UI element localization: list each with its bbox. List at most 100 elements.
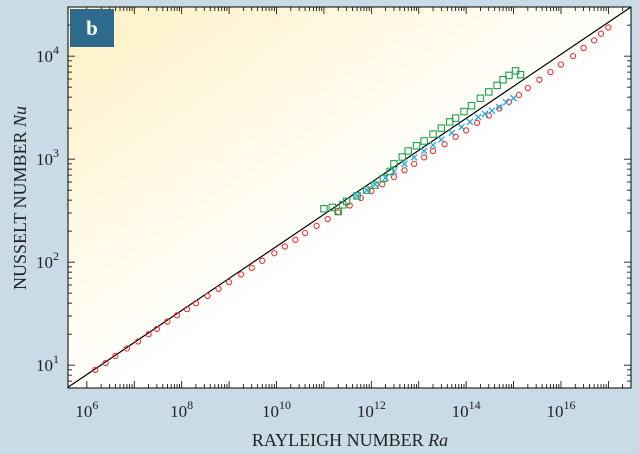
data-point — [192, 299, 200, 307]
data-point — [516, 70, 525, 79]
data-point — [404, 147, 412, 155]
data-point — [353, 192, 361, 200]
data-point — [536, 76, 543, 83]
data-point — [292, 236, 299, 243]
reference-line — [68, 7, 631, 388]
data-point — [342, 197, 351, 206]
x-tick-label: 1010 — [262, 398, 291, 421]
data-point — [510, 94, 518, 102]
data-point — [495, 103, 503, 111]
data-point — [515, 91, 523, 99]
data-point — [398, 153, 407, 161]
x-axis-title: RAYLEIGH NUMBER Ra — [252, 430, 448, 450]
data-point — [410, 153, 418, 161]
data-point — [448, 129, 456, 137]
data-point — [580, 44, 587, 52]
data-point — [145, 330, 152, 338]
data-point — [368, 187, 375, 195]
data-point — [112, 352, 119, 360]
data-point — [524, 84, 531, 92]
data-point — [259, 257, 266, 264]
data-point — [334, 207, 342, 216]
panel-label-box — [70, 9, 114, 47]
data-point — [401, 160, 408, 168]
data-point — [437, 136, 445, 144]
x-tick-label: 1014 — [452, 398, 481, 421]
data-point — [225, 278, 233, 286]
data-point — [412, 141, 421, 150]
data-point — [441, 140, 448, 148]
data-point — [437, 124, 446, 132]
data-point — [410, 160, 418, 168]
data-point — [153, 325, 161, 333]
data-point — [547, 68, 554, 76]
y-axis-title: NUSSELT NUMBER Nu — [10, 106, 30, 290]
y-tick-label: 101 — [36, 352, 59, 375]
y-tick-label: 104 — [36, 43, 59, 66]
data-point — [390, 167, 398, 175]
data-point — [183, 305, 191, 313]
data-point — [502, 99, 510, 106]
data-point — [605, 24, 612, 31]
data-point — [204, 292, 211, 300]
data-point — [164, 318, 171, 325]
data-point — [320, 204, 328, 213]
data-point — [496, 105, 503, 112]
data-point — [466, 118, 474, 126]
panel-label: b — [86, 16, 98, 40]
data-point — [460, 107, 468, 116]
x-tick-label: 1016 — [546, 398, 575, 421]
data-point — [481, 110, 489, 118]
x-tick-label: 106 — [75, 398, 98, 421]
data-point — [476, 94, 485, 103]
data-point — [328, 203, 337, 212]
data-point — [363, 186, 371, 194]
data-point — [301, 229, 309, 237]
y-tick-label: 103 — [36, 146, 59, 169]
data-point — [215, 285, 222, 293]
data-point — [462, 127, 470, 134]
data-point — [493, 81, 501, 90]
x-tick-label: 108 — [170, 398, 193, 421]
data-point — [281, 243, 289, 250]
data-point — [590, 37, 598, 44]
data-point — [569, 52, 577, 60]
data-point — [451, 114, 460, 122]
data-point — [390, 173, 398, 181]
plot-frame — [67, 6, 632, 389]
data-point — [102, 359, 109, 367]
data-point — [420, 147, 428, 155]
data-point — [238, 271, 245, 278]
data-point — [474, 113, 482, 121]
data-point — [511, 67, 520, 75]
data-point — [505, 71, 513, 80]
data-point — [357, 194, 364, 202]
data-point — [173, 312, 181, 319]
data-point — [362, 186, 371, 194]
series-circle — [92, 24, 612, 374]
data-point — [452, 133, 459, 140]
y-tick-label: 102 — [36, 249, 59, 272]
data-point — [467, 101, 476, 110]
data-point — [429, 141, 437, 149]
data-point — [134, 338, 142, 345]
data-point — [271, 250, 278, 257]
data-point — [371, 180, 379, 188]
data-point — [248, 264, 255, 272]
series-square — [320, 67, 525, 216]
data-point — [420, 154, 428, 161]
data-point — [324, 215, 331, 223]
data-point — [371, 181, 379, 189]
data-point — [123, 345, 131, 352]
data-point — [353, 192, 361, 200]
data-point — [313, 222, 320, 230]
data-point — [597, 30, 605, 37]
data-point — [488, 107, 496, 115]
x-tick-label: 1012 — [357, 398, 386, 421]
data-point — [390, 160, 398, 168]
data-point — [499, 75, 507, 84]
data-point — [401, 167, 408, 174]
data-point — [420, 137, 428, 145]
data-point — [429, 147, 437, 155]
